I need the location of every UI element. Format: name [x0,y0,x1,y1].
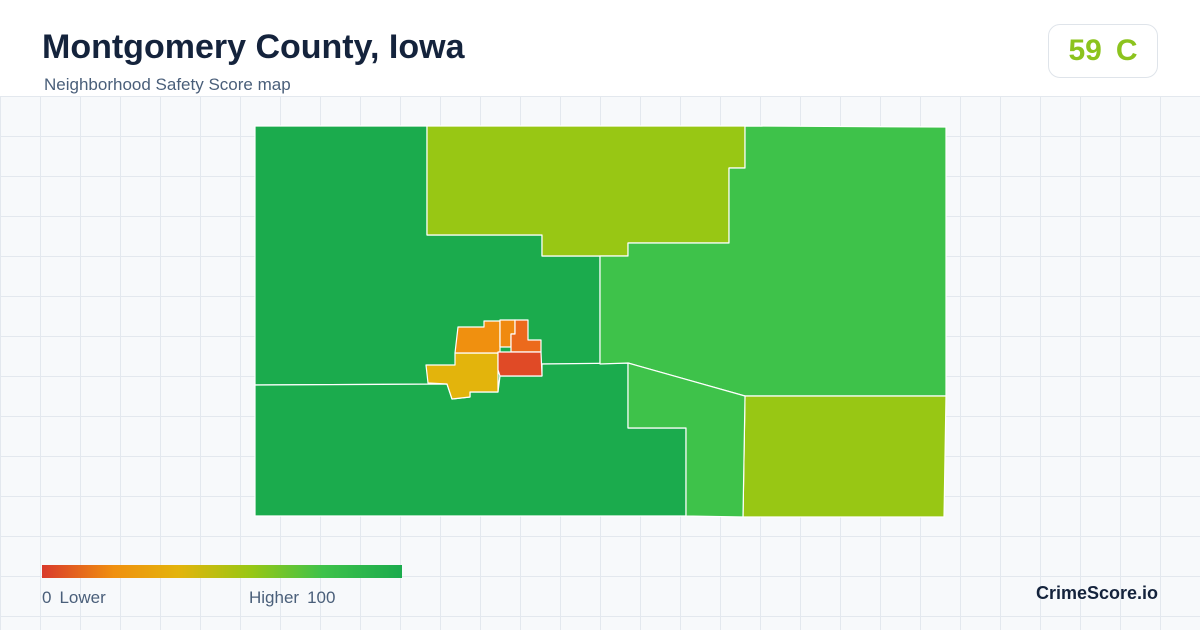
region-city-west[interactable] [425,352,499,400]
score-value: 59 [1068,34,1102,67]
page-subtitle: Neighborhood Safety Score map [44,75,291,94]
legend-min: 0 Lower [42,588,106,608]
score-grade: C [1115,34,1138,67]
page-title: Montgomery County, Iowa [42,28,465,66]
region-southeast[interactable] [742,395,947,518]
legend-max: Higher 100 [249,588,335,608]
header-band [0,0,1200,96]
legend-min-value: 0 [42,588,52,607]
legend-min-label: Lower [59,588,106,607]
brand-label: CrimeScore.io [1035,583,1158,603]
region-city-east[interactable] [497,351,543,377]
region-south-strip[interactable] [627,362,746,518]
legend-max-value: 100 [307,588,336,607]
legend-color-bar [42,565,402,578]
score-badge: 59 C [1048,24,1158,78]
legend-max-label: Higher [249,588,300,607]
